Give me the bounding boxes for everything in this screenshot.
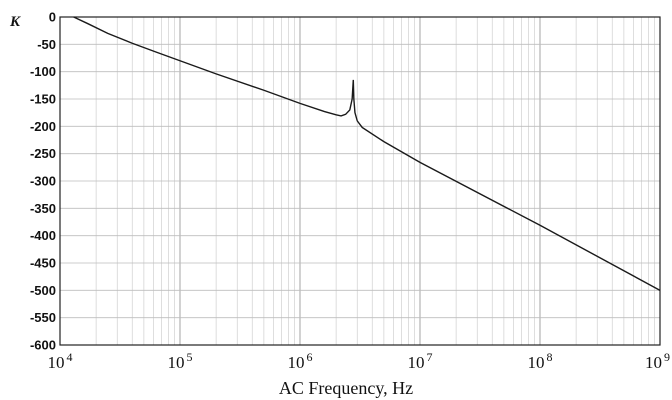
y-tick-label: -550 [30, 310, 56, 325]
y-tick-label: -300 [30, 174, 56, 189]
plot-frame [59, 16, 661, 346]
x-tick-label: 10 8 [528, 350, 553, 372]
y-axis: 0 -50 -100 -150 -200 -250 -300 -350 -400 -450 -500… [30, 10, 56, 353]
y-tick-label: 0 [49, 10, 56, 25]
x-axis: 10 4 10 5 10 6 10 7 10 8 10 9 [48, 350, 671, 372]
y-tick-label: -600 [30, 338, 56, 353]
grid [59, 16, 660, 346]
y-tick-label: -200 [30, 119, 56, 134]
series-line [73, 16, 661, 291]
x-axis-label: AC Frequency, Hz [279, 378, 413, 398]
y-tick-label: -250 [30, 146, 56, 161]
y-tick-label: -350 [30, 201, 56, 216]
y-tick-label: -150 [30, 92, 56, 107]
y-tick-label: -500 [30, 283, 56, 298]
y-tick-label: -100 [30, 64, 56, 79]
x-tick-label: 10 5 [168, 350, 193, 372]
x-tick-label: 10 7 [408, 350, 433, 372]
y-axis-label: K [9, 14, 21, 30]
y-tick-label: -50 [37, 37, 56, 52]
x-tick-label: 10 4 [48, 350, 73, 372]
y-tick-label: -400 [30, 228, 56, 243]
x-tick-label: 10 6 [288, 350, 313, 372]
x-tick-label: 10 9 [645, 350, 670, 372]
y-tick-label: -450 [30, 256, 56, 271]
